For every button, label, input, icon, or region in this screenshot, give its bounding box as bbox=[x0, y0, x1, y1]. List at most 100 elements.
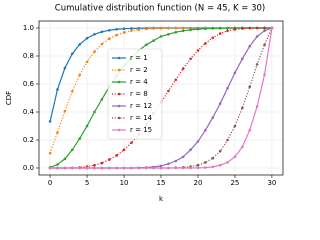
point bbox=[152, 39, 155, 42]
legend-marker bbox=[117, 80, 121, 84]
point bbox=[56, 166, 59, 170]
y-tick-label: 0.6 bbox=[23, 80, 35, 88]
legend-label: r = 15 bbox=[130, 126, 152, 134]
point bbox=[48, 166, 52, 170]
point bbox=[48, 120, 52, 123]
point bbox=[189, 166, 192, 170]
legend-marker bbox=[117, 56, 121, 60]
point bbox=[196, 140, 200, 143]
point bbox=[181, 67, 185, 70]
legend-marker bbox=[117, 116, 121, 120]
point bbox=[255, 26, 259, 30]
point bbox=[218, 102, 222, 105]
point bbox=[167, 166, 170, 170]
point bbox=[241, 145, 244, 149]
point bbox=[204, 42, 207, 45]
legend-label: r = 4 bbox=[130, 78, 148, 86]
point bbox=[85, 166, 89, 170]
point bbox=[107, 158, 111, 161]
point bbox=[130, 27, 133, 30]
point bbox=[48, 151, 52, 155]
point bbox=[241, 57, 244, 61]
point bbox=[63, 166, 67, 170]
point bbox=[181, 26, 185, 30]
point bbox=[78, 166, 81, 170]
y-axis-label: CDF bbox=[5, 91, 13, 105]
point bbox=[248, 85, 252, 89]
point bbox=[174, 26, 178, 30]
point bbox=[130, 141, 133, 145]
point bbox=[85, 124, 89, 128]
point bbox=[115, 27, 118, 31]
x-tick-label: 5 bbox=[85, 179, 89, 187]
point bbox=[144, 27, 148, 31]
point bbox=[63, 109, 67, 113]
point bbox=[159, 35, 163, 38]
point bbox=[204, 27, 207, 31]
legend-marker bbox=[117, 92, 121, 96]
x-axis-label: k bbox=[159, 195, 164, 203]
x-tick-label: 0 bbox=[48, 179, 52, 187]
point bbox=[174, 159, 178, 163]
y-tick-label: 0.4 bbox=[23, 108, 35, 116]
point bbox=[181, 29, 185, 33]
x-tick-label: 20 bbox=[194, 179, 203, 187]
point bbox=[63, 157, 67, 161]
point bbox=[181, 155, 185, 159]
y-tick-label: 0.2 bbox=[23, 136, 34, 144]
point bbox=[107, 37, 111, 40]
point bbox=[144, 43, 148, 47]
legend-label: r = 14 bbox=[130, 114, 153, 122]
point bbox=[196, 163, 200, 167]
point bbox=[70, 166, 74, 170]
point bbox=[218, 26, 222, 30]
point bbox=[226, 26, 229, 30]
legend-marker bbox=[117, 128, 121, 132]
point bbox=[167, 33, 170, 36]
point bbox=[115, 33, 118, 37]
point bbox=[218, 149, 222, 153]
x-tick-label: 25 bbox=[230, 179, 239, 187]
point bbox=[56, 88, 59, 91]
y-tick-label: 1.0 bbox=[23, 24, 34, 32]
point bbox=[226, 86, 229, 90]
legend-label: r = 8 bbox=[130, 90, 148, 98]
point bbox=[204, 166, 207, 169]
point bbox=[248, 44, 252, 48]
legend-marker bbox=[117, 104, 121, 108]
x-tick-label: 10 bbox=[120, 179, 129, 187]
point bbox=[189, 28, 192, 32]
point bbox=[122, 31, 126, 34]
point bbox=[241, 106, 244, 110]
point bbox=[56, 131, 59, 134]
point bbox=[196, 49, 200, 52]
point bbox=[152, 27, 155, 30]
point bbox=[167, 89, 170, 93]
point bbox=[115, 166, 118, 170]
plot-frame bbox=[38, 20, 284, 176]
point bbox=[78, 43, 81, 46]
chart: Cumulative distribution function (N = 45… bbox=[5, 4, 284, 203]
point bbox=[189, 57, 192, 61]
point bbox=[233, 124, 237, 128]
point bbox=[204, 128, 207, 132]
chart-title: Cumulative distribution function (N = 45… bbox=[55, 4, 265, 14]
point bbox=[248, 128, 252, 132]
legend-label: r = 2 bbox=[130, 66, 148, 74]
point bbox=[211, 36, 215, 40]
point bbox=[93, 33, 96, 36]
point bbox=[63, 66, 67, 70]
point bbox=[226, 138, 229, 142]
point bbox=[93, 110, 96, 114]
point bbox=[204, 161, 207, 164]
point bbox=[56, 163, 59, 166]
point bbox=[130, 29, 133, 32]
point bbox=[159, 164, 163, 168]
point bbox=[270, 26, 274, 30]
point bbox=[85, 60, 89, 64]
point bbox=[122, 27, 126, 31]
point bbox=[263, 29, 266, 33]
point bbox=[174, 166, 178, 170]
point bbox=[211, 165, 215, 169]
point bbox=[107, 28, 111, 32]
